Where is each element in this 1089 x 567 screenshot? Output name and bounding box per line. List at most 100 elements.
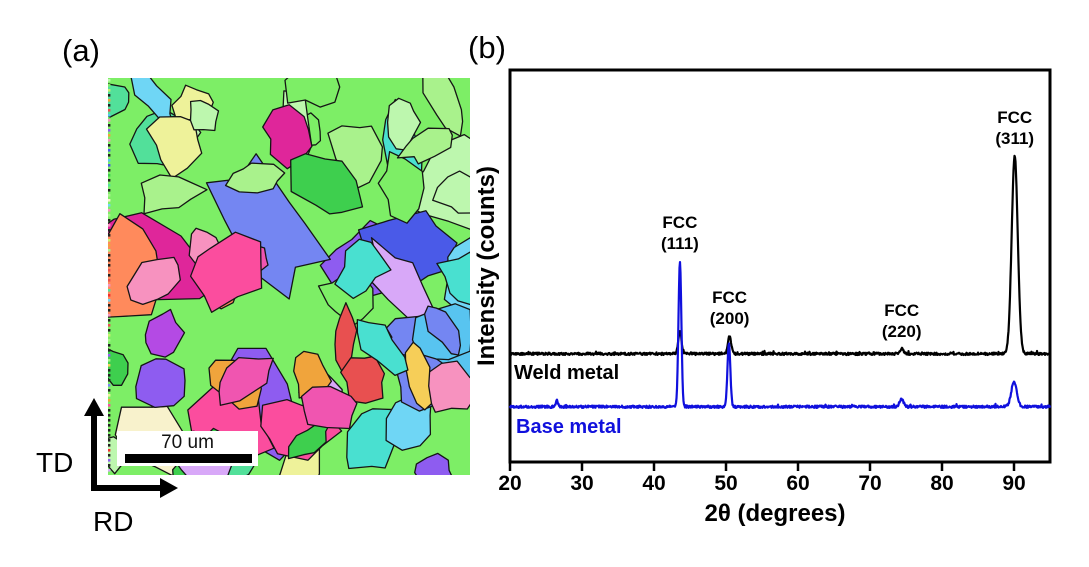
- xrd-curve-base-metal: [508, 261, 1052, 409]
- map-edge-stipple: [108, 334, 111, 337]
- peak-label-311: FCC (311): [995, 107, 1034, 149]
- map-edge-stipple: [108, 454, 111, 457]
- map-edge-stipple: [108, 279, 111, 282]
- map-edge-stipple: [108, 259, 111, 262]
- map-edge-stipple: [108, 164, 111, 167]
- peak-label-200: FCC (200): [710, 287, 750, 329]
- grain: [290, 153, 364, 215]
- map-edge-stipple: [108, 304, 111, 307]
- map-edge-stipple: [108, 144, 111, 147]
- map-edge-stipple: [108, 419, 111, 422]
- grain: [423, 305, 462, 356]
- map-edge-stipple: [108, 444, 111, 447]
- map-edge-stipple: [108, 209, 111, 212]
- grain: [367, 237, 435, 320]
- map-edge-stipple: [108, 249, 111, 252]
- grain: [300, 385, 358, 430]
- x-tick-label: 20: [498, 472, 522, 495]
- map-edge-stipple: [108, 469, 111, 472]
- map-edge-stipple: [108, 364, 111, 367]
- rd-axis-label: RD: [93, 506, 134, 537]
- x-tick-label: 40: [642, 472, 666, 495]
- map-edge-stipple: [108, 424, 111, 427]
- peak-label-hkl: (111): [661, 234, 699, 254]
- map-edge-stipple: [108, 319, 111, 322]
- scale-bar-label: 70 um: [161, 432, 214, 453]
- grain: [224, 162, 286, 194]
- grain: [284, 78, 341, 108]
- map-edge-stipple: [108, 184, 111, 187]
- map-edge-stipple: [108, 224, 111, 227]
- base-metal-label: Base metal: [516, 416, 622, 438]
- peak-label-hkl: (311): [995, 129, 1035, 149]
- map-edge-stipple: [108, 154, 111, 157]
- x-tick-label: 50: [714, 472, 738, 495]
- peak-label-phase: FCC: [712, 288, 748, 308]
- grain: [189, 231, 263, 313]
- map-edge-stipple: [108, 129, 111, 132]
- panel-b-label: (b): [468, 30, 506, 65]
- map-edge-stipple: [108, 439, 111, 442]
- peak-label-phase: FCC: [884, 300, 920, 320]
- grain: [432, 170, 470, 214]
- map-edge-stipple: [108, 244, 111, 247]
- scale-bar: 70 um: [117, 431, 258, 466]
- x-tick-label: 70: [858, 472, 882, 495]
- td-arrowhead-icon: [84, 398, 104, 416]
- weld-metal-label: Weld metal: [514, 362, 620, 384]
- map-edge-stipple: [108, 134, 111, 137]
- rd-arrowhead-icon: [160, 478, 178, 498]
- map-edge-stipple: [108, 449, 111, 452]
- grain: [126, 256, 181, 306]
- map-edge-stipple: [108, 414, 111, 417]
- map-edge-stipple: [108, 354, 111, 357]
- map-edge-stipple: [108, 429, 111, 432]
- peak-label-hkl: (220): [881, 321, 922, 341]
- peak-label-phase: FCC: [662, 213, 698, 233]
- grain: [356, 318, 409, 377]
- map-edge-stipple: [108, 379, 111, 382]
- map-edge-stipple: [108, 399, 111, 402]
- td-axis-label: TD: [36, 447, 74, 478]
- peak-label-hkl: (200): [709, 309, 750, 329]
- grain: [218, 356, 274, 406]
- map-edge-stipple: [108, 369, 111, 372]
- map-edge-stipple: [108, 389, 111, 392]
- xrd-curve-weld-metal: [509, 154, 1051, 357]
- grain: [189, 99, 220, 132]
- map-edge-stipple: [108, 264, 111, 267]
- map-edge-stipple: [108, 299, 111, 302]
- x-axis-label: 2θ (degrees): [704, 500, 846, 527]
- map-edge-stipple: [108, 324, 111, 327]
- map-edge-stipple: [108, 294, 111, 297]
- map-edge-stipple: [108, 289, 111, 292]
- grain: [436, 251, 470, 306]
- panel-a-label: (a): [62, 33, 100, 68]
- map-edge-stipple: [108, 284, 111, 287]
- map-edge-stipple: [108, 349, 111, 352]
- grain: [414, 452, 453, 475]
- map-edge-stipple: [108, 89, 111, 92]
- direction-arrows: [84, 398, 178, 498]
- grain: [340, 355, 386, 404]
- grain: [144, 308, 186, 358]
- map-edge-stipple: [108, 339, 111, 342]
- ebsd-orientation-map: 70 um: [108, 78, 470, 475]
- map-edge-stipple: [108, 189, 111, 192]
- map-edge-stipple: [108, 139, 111, 142]
- map-edge-stipple: [108, 409, 111, 412]
- map-edge-stipple: [108, 254, 111, 257]
- map-edge-stipple: [108, 159, 111, 162]
- map-edge-stipple: [108, 94, 111, 97]
- peak-label-phase: FCC: [997, 108, 1033, 128]
- map-edge-stipple: [108, 314, 111, 317]
- map-edge-stipple: [108, 459, 111, 462]
- map-edge-stipple: [108, 434, 111, 437]
- map-edge-stipple: [108, 344, 111, 347]
- map-edge-stipple: [108, 394, 111, 397]
- map-edge-stipple: [108, 374, 111, 377]
- map-edge-stipple: [108, 214, 111, 217]
- map-edge-stipple: [108, 404, 111, 407]
